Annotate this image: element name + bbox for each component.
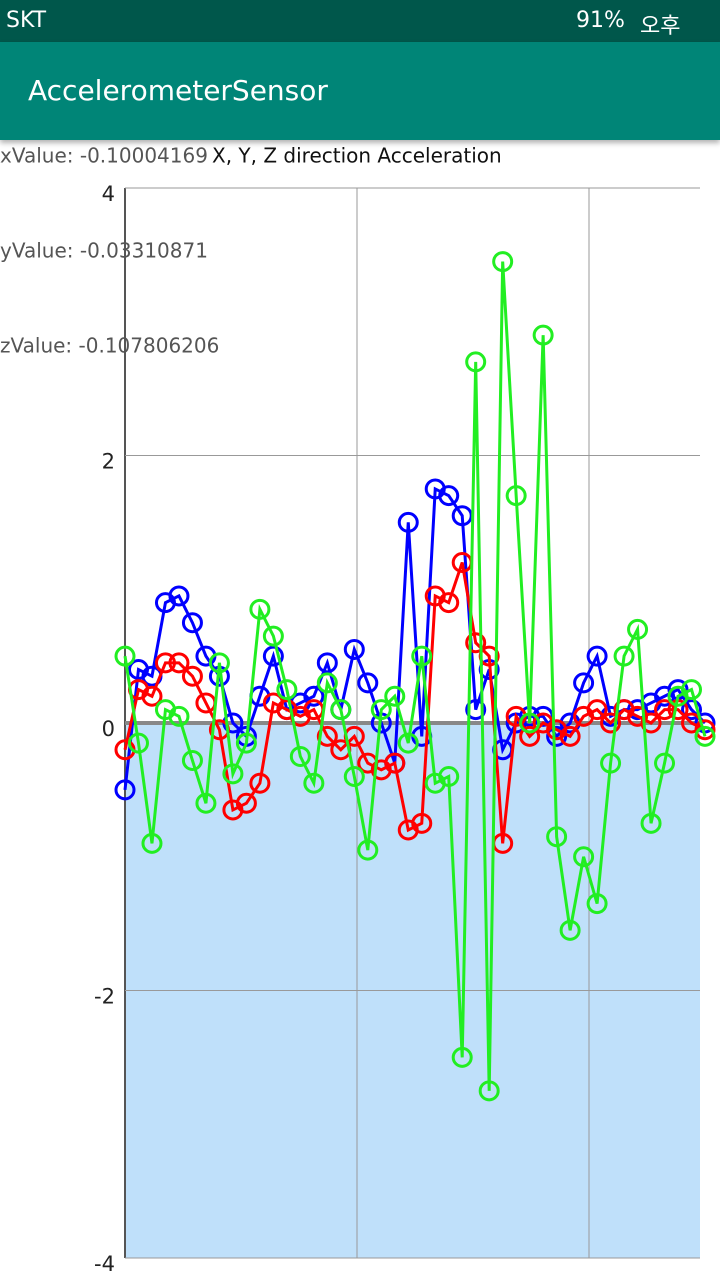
marker bbox=[384, 752, 406, 774]
marker bbox=[316, 652, 338, 674]
marker bbox=[640, 712, 662, 734]
marker bbox=[627, 618, 649, 640]
marker bbox=[235, 732, 257, 754]
marker bbox=[505, 485, 527, 507]
marker bbox=[343, 638, 365, 660]
sensor-reading: zValue: -0.107806206 bbox=[0, 334, 219, 358]
marker bbox=[586, 699, 608, 721]
marker bbox=[438, 766, 460, 787]
series-line bbox=[123, 261, 707, 1091]
marker bbox=[640, 812, 662, 834]
marker bbox=[492, 251, 514, 273]
marker bbox=[127, 732, 149, 754]
marker bbox=[384, 685, 406, 707]
marker bbox=[208, 652, 230, 674]
status-bar: SKT 91% 오후 1:39 bbox=[0, 0, 720, 65]
y-tick-label: -4 bbox=[94, 1252, 115, 1276]
marker bbox=[573, 846, 595, 868]
marker bbox=[343, 766, 365, 787]
marker bbox=[519, 725, 541, 747]
marker bbox=[114, 779, 136, 801]
marker bbox=[559, 919, 581, 941]
app-bar: AccelerometerSensor bbox=[0, 42, 720, 140]
marker bbox=[303, 772, 325, 794]
marker bbox=[168, 652, 190, 674]
marker bbox=[681, 699, 703, 721]
marker bbox=[316, 672, 338, 694]
marker bbox=[357, 672, 379, 694]
marker bbox=[600, 712, 622, 734]
marker bbox=[330, 699, 352, 721]
marker bbox=[411, 812, 433, 834]
marker bbox=[586, 893, 608, 915]
marker bbox=[262, 625, 284, 647]
marker bbox=[249, 598, 271, 620]
marker bbox=[681, 679, 703, 701]
marker bbox=[316, 725, 338, 747]
marker bbox=[654, 752, 676, 774]
marker bbox=[357, 839, 379, 861]
marker bbox=[262, 645, 284, 667]
marker bbox=[168, 705, 190, 727]
marker bbox=[168, 585, 190, 607]
app-title: AccelerometerSensor bbox=[28, 74, 328, 107]
marker bbox=[181, 665, 203, 687]
marker bbox=[654, 699, 676, 721]
marker bbox=[600, 752, 622, 774]
y-tick-label: -2 bbox=[94, 985, 115, 1009]
marker bbox=[114, 645, 136, 667]
marker bbox=[438, 592, 460, 614]
carrier: SKT bbox=[6, 8, 47, 33]
marker bbox=[519, 712, 541, 734]
marker bbox=[195, 792, 217, 814]
marker bbox=[573, 672, 595, 694]
marker bbox=[181, 612, 203, 634]
battery: 91% bbox=[576, 8, 625, 33]
marker bbox=[438, 485, 460, 507]
marker bbox=[546, 725, 568, 747]
marker bbox=[397, 511, 419, 533]
marker bbox=[546, 826, 568, 848]
marker bbox=[276, 679, 298, 701]
marker bbox=[694, 719, 716, 741]
chart: X, Y, Z direction Acceleration -4 -2 0 2 4 xV… bbox=[0, 144, 716, 1276]
marker bbox=[141, 685, 163, 707]
marker bbox=[465, 351, 487, 373]
marker bbox=[613, 645, 635, 667]
marker bbox=[303, 685, 325, 707]
marker bbox=[559, 725, 581, 747]
y-tick-label: 4 bbox=[102, 182, 115, 206]
marker bbox=[465, 632, 487, 654]
marker bbox=[451, 505, 473, 527]
marker bbox=[249, 772, 271, 794]
marker bbox=[289, 745, 311, 767]
marker bbox=[181, 749, 203, 771]
marker bbox=[532, 324, 554, 346]
marker bbox=[397, 732, 419, 754]
marker bbox=[586, 645, 608, 667]
marker bbox=[478, 1080, 500, 1102]
marker bbox=[370, 699, 392, 721]
y-tick-label: 0 bbox=[102, 717, 115, 741]
chart-title: X, Y, Z direction Acceleration bbox=[212, 144, 502, 168]
marker bbox=[465, 699, 487, 721]
y-tick-label: 2 bbox=[102, 450, 115, 474]
sensor-reading: xValue: -0.10004169 bbox=[0, 144, 208, 168]
marker bbox=[235, 792, 257, 814]
sensor-reading: yValue: -0.03310871 bbox=[0, 239, 208, 263]
marker bbox=[154, 652, 176, 674]
marker bbox=[694, 725, 716, 747]
marker bbox=[411, 645, 433, 667]
marker bbox=[222, 763, 244, 785]
marker bbox=[141, 832, 163, 854]
marker bbox=[451, 1046, 473, 1068]
